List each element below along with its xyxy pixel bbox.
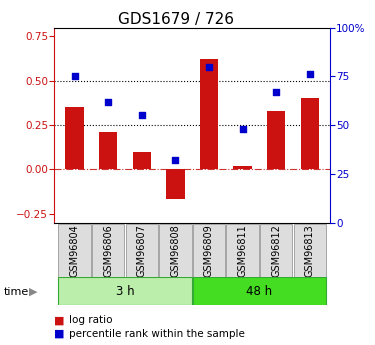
Text: GDS1679 / 726: GDS1679 / 726 bbox=[118, 12, 234, 27]
Text: GSM96804: GSM96804 bbox=[69, 225, 80, 277]
FancyBboxPatch shape bbox=[58, 224, 91, 278]
FancyBboxPatch shape bbox=[92, 224, 124, 278]
Text: GSM96808: GSM96808 bbox=[170, 225, 180, 277]
Point bbox=[72, 73, 78, 79]
Text: GSM96806: GSM96806 bbox=[103, 225, 113, 277]
Text: GSM96812: GSM96812 bbox=[271, 225, 281, 277]
Point bbox=[240, 126, 246, 132]
FancyBboxPatch shape bbox=[126, 224, 158, 278]
Text: GSM96807: GSM96807 bbox=[137, 225, 147, 277]
FancyBboxPatch shape bbox=[226, 224, 259, 278]
Text: ▶: ▶ bbox=[29, 287, 38, 297]
Bar bbox=[267, 111, 285, 169]
Bar bbox=[301, 98, 319, 169]
Point bbox=[139, 112, 145, 118]
Bar bbox=[166, 169, 184, 199]
Text: GSM96811: GSM96811 bbox=[238, 225, 248, 277]
Bar bbox=[233, 166, 252, 169]
Point bbox=[307, 72, 313, 77]
Text: GSM96809: GSM96809 bbox=[204, 225, 214, 277]
Text: time: time bbox=[4, 287, 29, 297]
Point bbox=[206, 64, 212, 69]
FancyBboxPatch shape bbox=[193, 224, 225, 278]
Text: log ratio: log ratio bbox=[69, 315, 113, 325]
FancyBboxPatch shape bbox=[260, 224, 292, 278]
Point bbox=[273, 89, 279, 95]
Text: 3 h: 3 h bbox=[116, 285, 134, 298]
Text: ■: ■ bbox=[54, 315, 65, 325]
Text: 48 h: 48 h bbox=[246, 285, 273, 298]
Bar bbox=[65, 107, 84, 169]
Point bbox=[105, 99, 111, 105]
Text: GSM96813: GSM96813 bbox=[305, 225, 315, 277]
FancyBboxPatch shape bbox=[193, 277, 326, 305]
Text: ■: ■ bbox=[54, 329, 65, 339]
Bar bbox=[99, 132, 117, 169]
Text: percentile rank within the sample: percentile rank within the sample bbox=[69, 329, 245, 339]
Bar bbox=[132, 152, 151, 169]
FancyBboxPatch shape bbox=[58, 277, 192, 305]
Point bbox=[172, 157, 178, 163]
Bar bbox=[200, 59, 218, 169]
FancyBboxPatch shape bbox=[159, 224, 192, 278]
FancyBboxPatch shape bbox=[294, 224, 326, 278]
